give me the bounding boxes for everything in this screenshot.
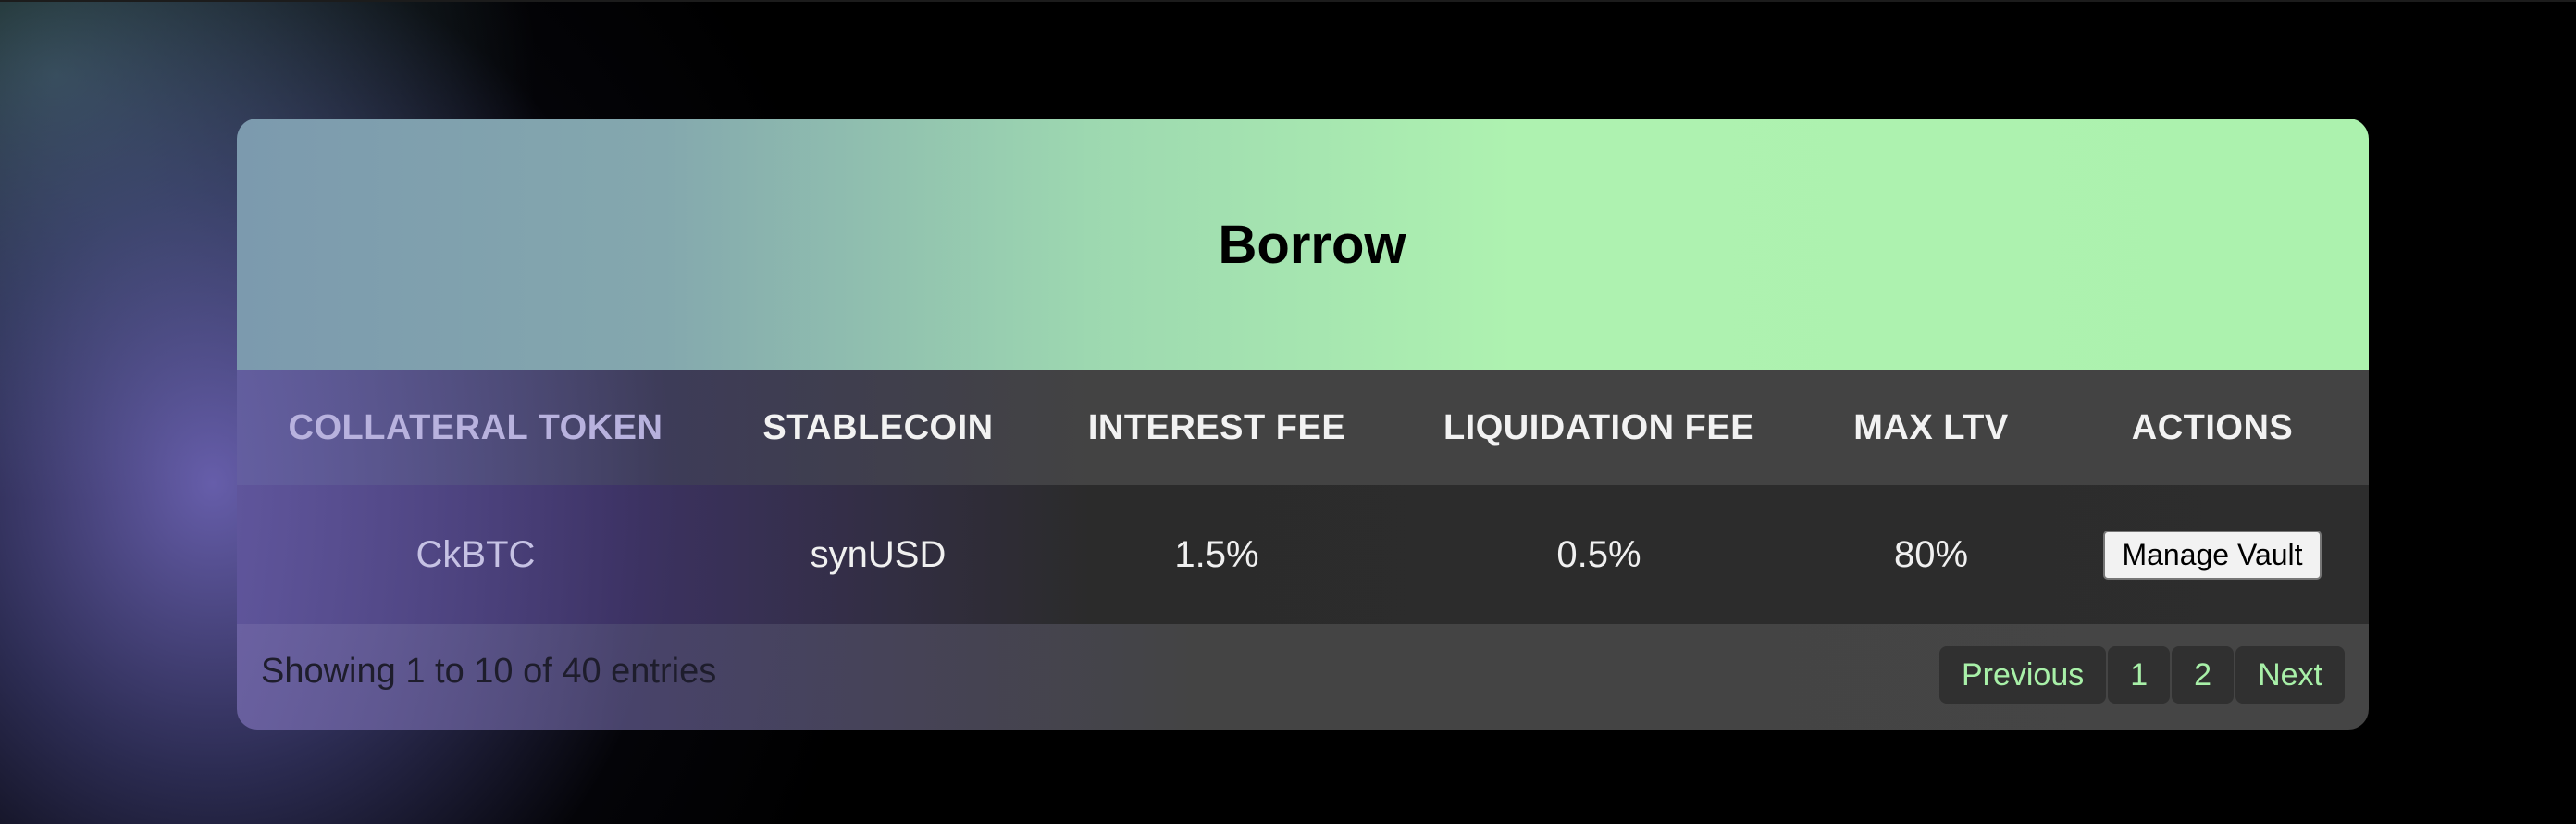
- page-title: Borrow: [1218, 214, 1406, 275]
- pagination-page-2-button[interactable]: 2: [2172, 646, 2235, 704]
- cell-actions: Manage Vault: [2056, 530, 2369, 580]
- column-header-interest-fee: INTEREST FEE: [1087, 407, 1346, 447]
- column-header-collateral-token: COLLATERAL TOKEN: [288, 407, 663, 447]
- borrow-card: Borrow COLLATERAL TOKEN STABLECOIN INTER…: [237, 119, 2369, 730]
- column-header-max-ltv: MAX LTV: [1853, 407, 2009, 447]
- column-header-stablecoin: STABLECOIN: [762, 407, 994, 447]
- card-header: Borrow: [237, 119, 2369, 370]
- table-header-row: COLLATERAL TOKEN STABLECOIN INTEREST FEE…: [237, 370, 2369, 485]
- pagination-previous-button[interactable]: Previous: [1938, 646, 2107, 704]
- column-header-liquidation-fee: LIQUIDATION FEE: [1443, 407, 1755, 447]
- cell-liquidation-fee: 0.5%: [1556, 533, 1641, 575]
- cell-interest-fee: 1.5%: [1174, 533, 1259, 575]
- column-header-actions: ACTIONS: [2131, 407, 2294, 447]
- cell-collateral-token: CkBTC: [415, 533, 536, 575]
- pagination: Previous 1 2 Next: [1938, 646, 2345, 704]
- entries-info: Showing 1 to 10 of 40 entries: [261, 652, 717, 691]
- cell-stablecoin: synUSD: [810, 533, 947, 575]
- pagination-next-button[interactable]: Next: [2235, 646, 2345, 704]
- table-footer: Showing 1 to 10 of 40 entries Previous 1…: [237, 624, 2369, 730]
- table-row: CkBTC synUSD 1.5% 0.5% 80% Manage Vault: [237, 485, 2369, 624]
- manage-vault-button[interactable]: Manage Vault: [2103, 530, 2322, 580]
- cell-max-ltv: 80%: [1893, 533, 1969, 575]
- pagination-page-1-button[interactable]: 1: [2108, 646, 2171, 704]
